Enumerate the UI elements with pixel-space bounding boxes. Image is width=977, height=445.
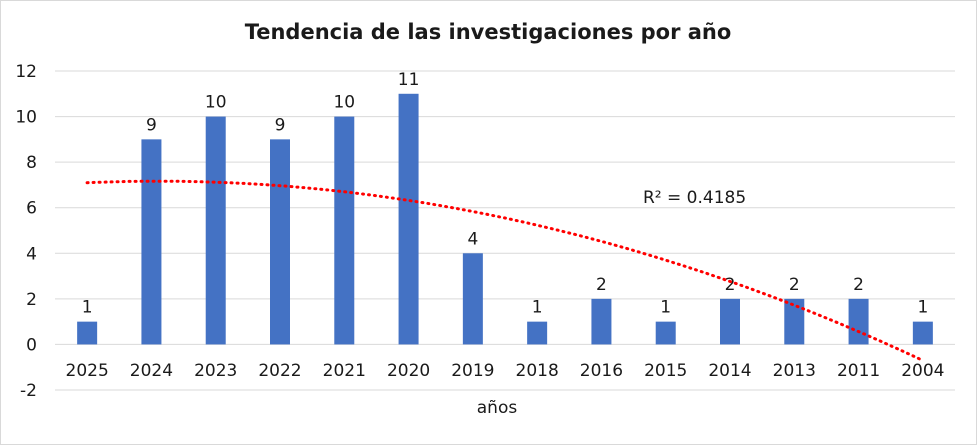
y-tick-label: 6 <box>26 199 37 219</box>
y-tick-label: 8 <box>26 153 37 173</box>
data-label: 1 <box>82 298 93 318</box>
bar <box>527 321 548 345</box>
x-tick-label: 2025 <box>66 361 109 381</box>
bar <box>784 298 805 345</box>
x-tick-label: 2022 <box>258 361 301 381</box>
data-label: 4 <box>467 229 478 249</box>
bar <box>270 139 290 345</box>
y-tick-label: 2 <box>26 290 37 310</box>
data-label: 10 <box>205 93 227 113</box>
x-tick-label: 2004 <box>901 361 944 381</box>
data-label: 9 <box>275 115 286 135</box>
x-tick-label: 2016 <box>580 361 623 381</box>
data-label: 2 <box>853 275 864 295</box>
y-axis-ticks: -2 0 2 4 6 8 10 12 <box>15 62 37 401</box>
data-labels: 1 9 10 9 10 11 4 1 2 1 2 2 2 1 <box>82 70 929 318</box>
data-label: 9 <box>146 115 157 135</box>
x-tick-label: 2011 <box>837 361 880 381</box>
data-label: 1 <box>660 298 671 318</box>
data-label: 1 <box>917 298 928 318</box>
bar <box>720 298 740 345</box>
x-tick-label: 2013 <box>773 361 816 381</box>
data-label: 2 <box>725 275 736 295</box>
x-tick-label: 2014 <box>708 361 751 381</box>
data-label: 11 <box>398 70 420 90</box>
x-tick-label: 2023 <box>194 361 237 381</box>
y-tick-label: 4 <box>26 244 37 264</box>
bar <box>462 253 483 345</box>
x-tick-label: 2015 <box>644 361 687 381</box>
bar <box>398 93 419 345</box>
bar <box>655 321 676 345</box>
bar <box>334 116 355 345</box>
data-label: 10 <box>333 93 355 113</box>
trendline-r2-label: R² = 0.4185 <box>643 188 746 208</box>
data-label: 1 <box>532 298 543 318</box>
bar <box>912 321 933 345</box>
trendline <box>85 179 925 362</box>
bar <box>205 116 226 345</box>
x-tick-label: 2018 <box>516 361 559 381</box>
x-tick-label: 2024 <box>130 361 173 381</box>
bar <box>848 298 869 345</box>
bar <box>591 298 612 345</box>
gridlines <box>55 70 955 391</box>
x-axis-title: años <box>477 398 518 418</box>
bars <box>77 93 933 345</box>
bar <box>77 321 98 345</box>
y-tick-label: 0 <box>26 335 37 355</box>
data-label: 2 <box>596 275 607 295</box>
x-tick-label: 2019 <box>451 361 494 381</box>
x-axis-ticks: 2025 2024 2023 2022 2021 2020 2019 2018 2016 2015… <box>66 361 945 381</box>
x-tick-label: 2021 <box>323 361 366 381</box>
bar <box>141 139 162 345</box>
y-tick-label: -2 <box>20 381 37 401</box>
y-tick-label: 12 <box>15 62 37 82</box>
chart-title: Tendencia de las investigaciones por año <box>245 20 732 44</box>
data-label: 2 <box>789 275 800 295</box>
x-tick-label: 2020 <box>387 361 430 381</box>
y-tick-label: 10 <box>15 108 37 128</box>
